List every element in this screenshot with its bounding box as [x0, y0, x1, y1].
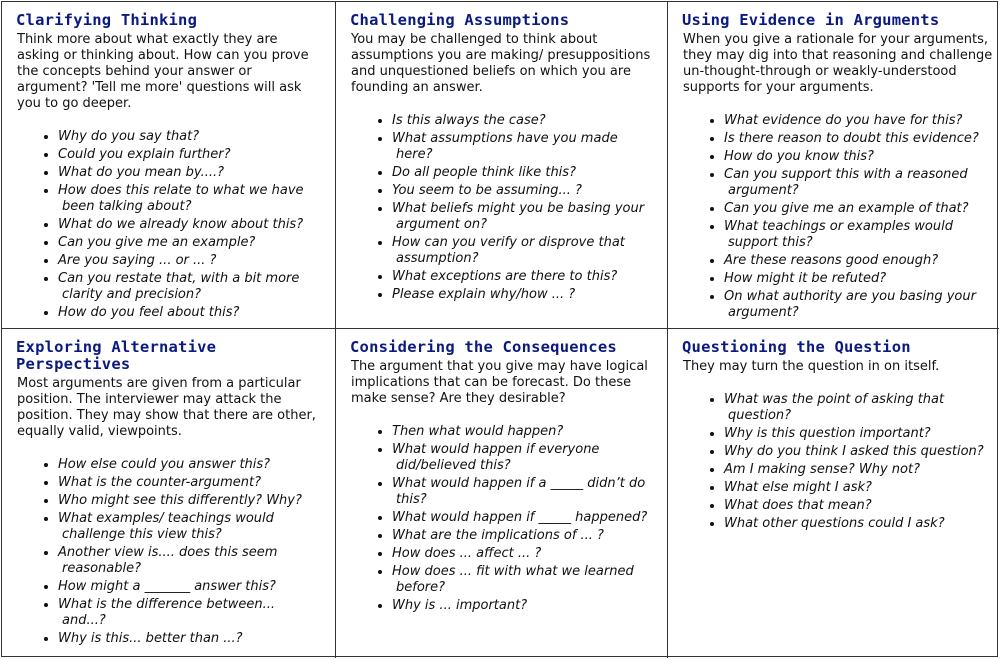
question-item: What other questions could I ask?: [724, 516, 985, 532]
section-title: Questioning the Question: [682, 338, 911, 356]
question-item: Why is ... important?: [392, 598, 653, 614]
section-title: Challenging Assumptions: [350, 11, 570, 29]
question-item: Can you support this with a reasoned arg…: [724, 167, 985, 199]
question-item: What are the implications of ... ?: [392, 528, 653, 544]
section-questioning-the-question: Questioning the Question They may turn th…: [668, 329, 999, 658]
section-using-evidence: Using Evidence in Arguments When you give…: [668, 2, 999, 329]
question-list: Then what would happen? What would happen…: [350, 424, 653, 614]
question-list: Why do you say that? Could you explain fu…: [16, 129, 321, 321]
question-item: How do you know this?: [724, 149, 985, 165]
question-item: Am I making sense? Why not?: [724, 462, 985, 478]
question-item: What does that mean?: [724, 498, 985, 514]
section-intro: The argument that you give may have logi…: [351, 359, 648, 406]
question-item: How do you feel about this?: [58, 305, 321, 321]
question-item: Can you restate that, with a bit more cl…: [58, 271, 321, 303]
section-intro: They may turn the question in on itself.: [683, 359, 940, 374]
question-item: How does this relate to what we have bee…: [58, 183, 321, 215]
question-item: Are you saying ... or ... ?: [58, 253, 321, 269]
question-item: What evidence do you have for this?: [724, 113, 985, 129]
question-item: What exceptions are there to this?: [392, 269, 653, 285]
question-list: How else could you answer this? What is t…: [16, 457, 321, 647]
question-item: What assumptions have you made here?: [392, 131, 653, 163]
section-intro: You may be challenged to think about ass…: [351, 32, 651, 95]
section-title: Clarifying Thinking: [16, 11, 198, 29]
question-item: Another view is.... does this seem reaso…: [58, 545, 321, 577]
question-item: Then what would happen?: [392, 424, 653, 440]
section-title: Using Evidence in Arguments: [682, 11, 940, 29]
question-item: What was the point of asking that questi…: [724, 392, 985, 424]
question-item: Can you give me an example of that?: [724, 201, 985, 217]
question-item: Who might see this differently? Why?: [58, 493, 321, 509]
question-item: How else could you answer this?: [58, 457, 321, 473]
question-item: What would happen if _____ happened?: [392, 510, 653, 526]
question-item: What examples/ teachings would challenge…: [58, 511, 321, 543]
question-item: Could you explain further?: [58, 147, 321, 163]
question-item: Do all people think like this?: [392, 165, 653, 181]
question-item: Are these reasons good enough?: [724, 253, 985, 269]
question-item: What is the difference between... and...…: [58, 597, 321, 629]
section-title: Considering the Consequences: [350, 338, 617, 356]
question-list: What evidence do you have for this? Is th…: [682, 113, 985, 321]
section-challenging-assumptions: Challenging Assumptions You may be challe…: [336, 2, 668, 329]
question-item: On what authority are you basing your ar…: [724, 289, 985, 321]
question-list: What was the point of asking that questi…: [682, 392, 985, 532]
question-item: Why do you say that?: [58, 129, 321, 145]
question-item: What beliefs might you be basing your ar…: [392, 201, 653, 233]
section-title: Exploring Alternative Perspectives: [16, 338, 217, 373]
question-item: What do you mean by....?: [58, 165, 321, 181]
question-item: Why is this question important?: [724, 426, 985, 442]
question-item: What else might I ask?: [724, 480, 985, 496]
question-item: What do we already know about this?: [58, 217, 321, 233]
question-item: Why do you think I asked this question?: [724, 444, 985, 460]
question-item: How might it be refuted?: [724, 271, 985, 287]
question-item: What is the counter-argument?: [58, 475, 321, 491]
question-item: What would happen if a _____ didn’t do t…: [392, 476, 653, 508]
question-item: Please explain why/how ... ?: [392, 287, 653, 303]
question-list: Is this always the case? What assumptions…: [350, 113, 653, 303]
section-alternative-perspectives: Exploring Alternative Perspectives Most a…: [2, 329, 336, 658]
question-item: You seem to be assuming... ?: [392, 183, 653, 199]
question-item: What would happen if everyone did/believ…: [392, 442, 653, 474]
question-item: Can you give me an example?: [58, 235, 321, 251]
question-item: Is this always the case?: [392, 113, 653, 129]
section-intro: Think more about what exactly they are a…: [17, 32, 309, 111]
section-considering-consequences: Considering the Consequences The argument…: [336, 329, 668, 658]
question-item: How might a _______ answer this?: [58, 579, 321, 595]
question-item: Is there reason to doubt this evidence?: [724, 131, 985, 147]
section-clarifying-thinking: Clarifying Thinking Think more about what…: [2, 2, 336, 329]
question-item: How does ... affect ... ?: [392, 546, 653, 562]
question-item: How does ... fit with what we learned be…: [392, 564, 653, 596]
question-item: How can you verify or disprove that assu…: [392, 235, 653, 267]
question-item: Why is this... better than ...?: [58, 631, 321, 647]
question-item: What teachings or examples would support…: [724, 219, 985, 251]
section-intro: Most arguments are given from a particul…: [17, 376, 316, 439]
section-intro: When you give a rationale for your argum…: [683, 32, 993, 95]
